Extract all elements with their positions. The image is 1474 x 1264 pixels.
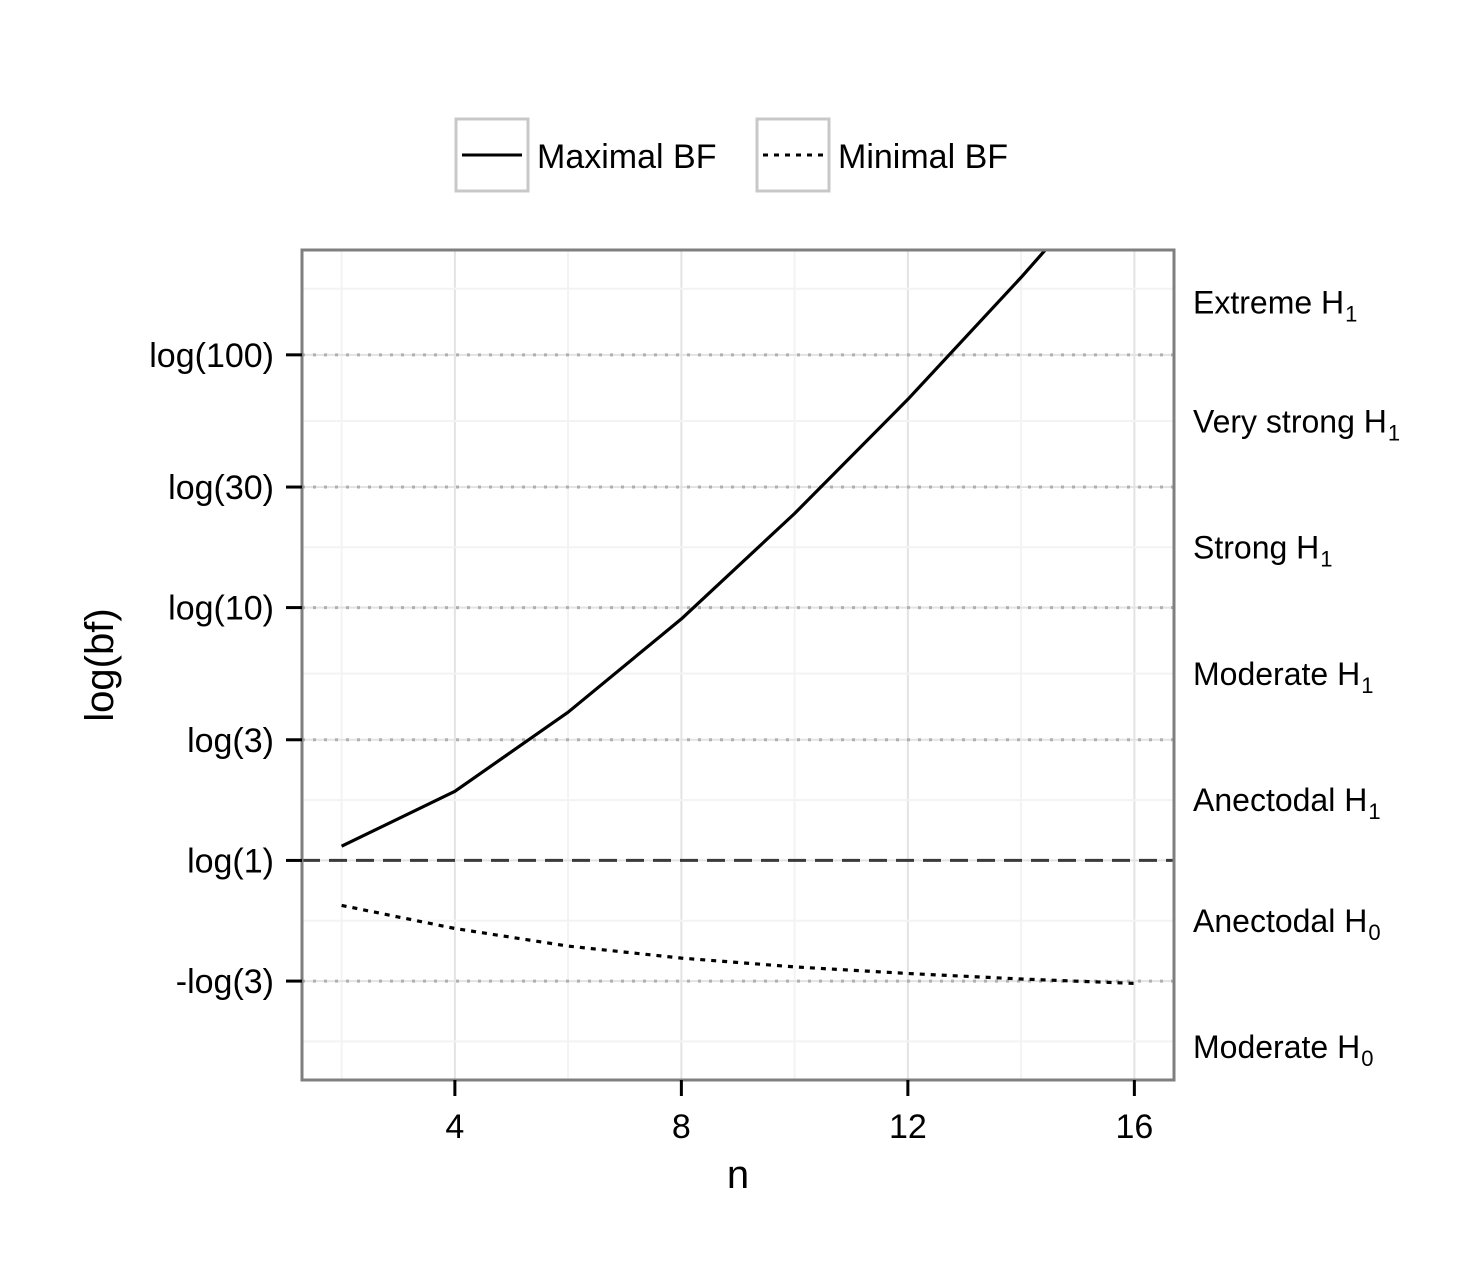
y-tick-label: log(10) (168, 590, 274, 628)
legend-item-minimal-bf: Minimal BF (755, 117, 1008, 193)
reference-lines (302, 353, 1174, 983)
band-label-subscript: 1 (1320, 547, 1332, 572)
band-label-text: Very strong H (1193, 403, 1387, 439)
band-label-subscript: 1 (1345, 302, 1357, 327)
x-tick-label: 16 (1115, 1108, 1153, 1146)
x-tick-label: 12 (889, 1108, 927, 1146)
band-label-text: Strong H (1193, 530, 1319, 566)
series-line-minimal-bf (341, 903, 1135, 985)
legend-item-maximal-bf: Maximal BF (454, 117, 716, 193)
y-tick-label: log(1) (187, 842, 274, 880)
band-label-text: Extreme H (1193, 285, 1344, 321)
band-label-text: Anectodal H (1193, 782, 1367, 818)
x-axis: 4 8 12 16 (445, 1080, 1153, 1146)
x-tick-label: 8 (672, 1108, 691, 1146)
band-label-subscript: 1 (1361, 673, 1373, 698)
y-tick-label: log(100) (149, 337, 274, 375)
plot-panel (302, 250, 1174, 1080)
y-tick-label: -log(3) (176, 963, 274, 1001)
band-label-text: Anectodal H (1193, 903, 1367, 939)
legend-key-minimal-bf (755, 117, 831, 193)
y-axis: log(100) log(30) log(10) log(3) log(1) -log(3… (149, 337, 302, 1001)
series-lines (340, 250, 1135, 985)
y-axis-title: log(bf) (78, 608, 122, 721)
band-label-subscript: 1 (1368, 799, 1380, 824)
band-label-subscript: 0 (1361, 1046, 1373, 1071)
x-tick-label: 4 (445, 1108, 464, 1146)
panel-border (300, 248, 1176, 1082)
series-line-maximal-bf (340, 250, 1048, 848)
legend: Maximal BF Minimal BF (454, 117, 1008, 193)
y-tick-label: log(3) (187, 722, 274, 760)
band-label-text: Moderate H (1193, 1029, 1360, 1065)
band-label-text: Moderate H (1193, 656, 1360, 692)
legend-label-minimal-bf: Minimal BF (838, 138, 1008, 176)
band-label-subscript: 0 (1368, 920, 1380, 945)
band-label-subscript: 1 (1388, 420, 1400, 445)
x-axis-title: n (727, 1153, 749, 1197)
legend-label-maximal-bf: Maximal BF (537, 138, 716, 176)
y-tick-label: log(30) (168, 469, 274, 507)
